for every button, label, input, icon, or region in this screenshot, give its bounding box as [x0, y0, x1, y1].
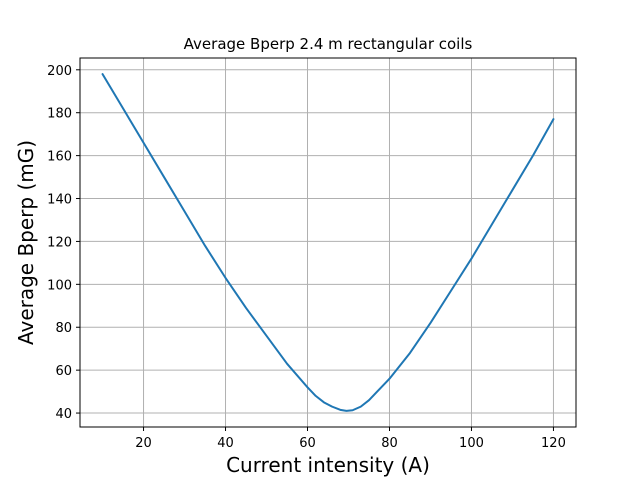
x-axis-label: Current intensity (A): [226, 453, 430, 477]
y-tick-label: 120: [47, 235, 72, 250]
y-tick-label: 180: [47, 107, 72, 122]
y-tick-label: 160: [47, 150, 72, 165]
x-tick-label: 60: [299, 436, 316, 451]
y-tick-label: 140: [47, 193, 72, 208]
x-tick-label: 80: [381, 436, 398, 451]
y-tick-label: 200: [47, 64, 72, 79]
x-tick-label: 100: [459, 436, 484, 451]
grid-lines: [80, 58, 576, 427]
y-axis-label: Average Bperp (mG): [14, 140, 38, 345]
y-tick-label: 80: [55, 321, 72, 336]
series-line: [101, 73, 555, 412]
x-tick-label: 40: [217, 436, 234, 451]
series-layer: [101, 73, 555, 412]
x-tick-label: 120: [541, 436, 566, 451]
chart-title: Average Bperp 2.4 m rectangular coils: [184, 35, 473, 53]
y-tick-label: 60: [55, 364, 72, 379]
plot-frame: [79, 57, 577, 428]
axis-ticks: 20 40 60 80 100 120 40 60 80 100 120 140 160 180 200: [47, 64, 566, 451]
y-tick-label: 100: [47, 278, 72, 293]
y-tick-label: 40: [55, 407, 72, 422]
x-tick-label: 20: [135, 436, 152, 451]
